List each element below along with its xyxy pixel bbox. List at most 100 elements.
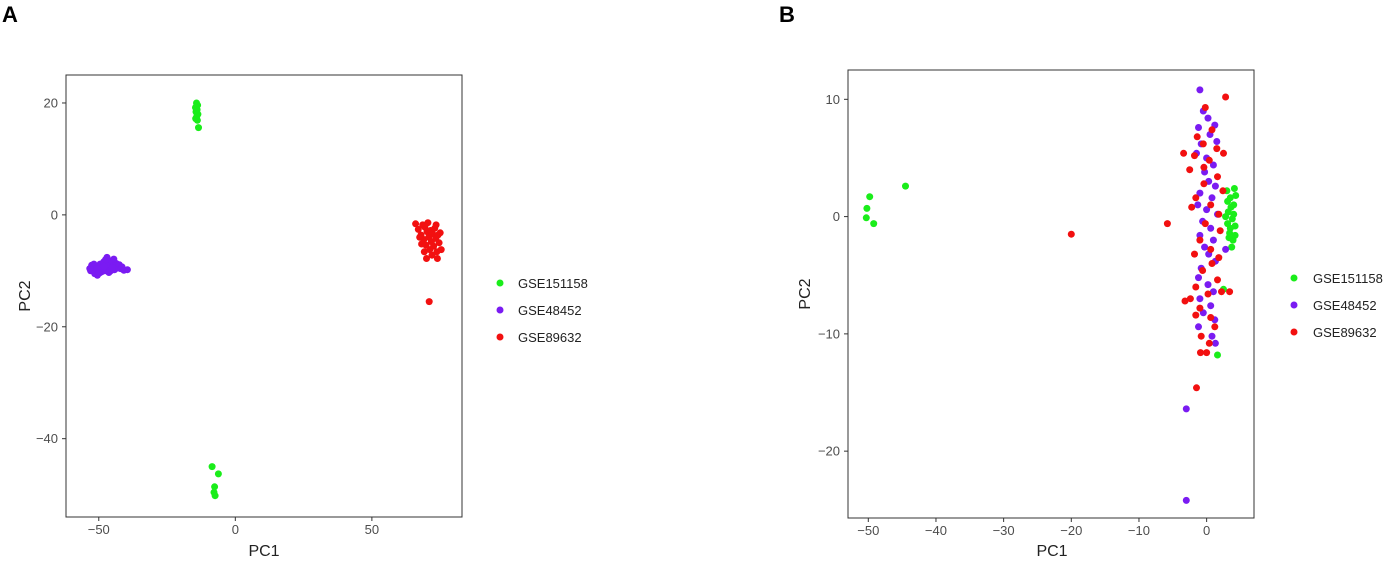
point-gse89632: [435, 239, 443, 247]
point-gse151158: [214, 470, 222, 478]
panel-b-legend: GSE151158 GSE48452 GSE89632: [1290, 271, 1383, 340]
point-gse48452: [1195, 124, 1202, 131]
point-gse89632: [1215, 210, 1223, 218]
point-gse89632: [1201, 104, 1209, 111]
point-gse89632: [436, 229, 444, 237]
legend-dot-gse48452: [1290, 301, 1298, 309]
point-gse48452: [1201, 243, 1209, 251]
point-gse151158: [193, 116, 201, 124]
point-gse89632: [1208, 260, 1216, 267]
point-gse48452: [1194, 201, 1202, 209]
panel-b-y-axis-title: PC2: [797, 278, 814, 309]
point-gse89632: [428, 251, 436, 259]
point-gse151158: [1214, 351, 1221, 359]
point-gse89632: [1218, 288, 1225, 296]
point-gse151158: [1222, 213, 1230, 221]
panel-a-x-axis-title: PC1: [248, 543, 279, 560]
point-gse89632: [1199, 140, 1207, 148]
point-gse89632: [1215, 254, 1223, 262]
point-gse48452: [86, 265, 94, 273]
point-gse48452: [1196, 86, 1204, 94]
point-gse151158: [1226, 224, 1234, 232]
point-gse151158: [1225, 234, 1233, 242]
point-gse89632: [1197, 349, 1204, 357]
point-gse89632: [430, 242, 438, 250]
legend-label-gse89632: GSE89632: [1313, 325, 1377, 340]
y-tick-label: 20: [44, 95, 58, 110]
y-tick-label: 0: [51, 207, 58, 222]
point-gse48452: [1208, 194, 1216, 202]
legend-dot-gse151158: [1290, 274, 1298, 282]
point-gse48452: [1207, 302, 1215, 310]
point-gse151158: [1224, 197, 1232, 205]
point-gse48452: [1213, 138, 1221, 145]
point-gse48452: [1182, 405, 1190, 413]
point-gse89632: [1226, 288, 1234, 296]
legend-dot-gse89632: [1290, 328, 1298, 336]
point-gse48452: [1211, 339, 1219, 347]
point-gse89632: [1207, 245, 1215, 253]
point-gse48452: [100, 262, 108, 270]
point-gse151158: [866, 193, 874, 201]
point-gse89632: [1067, 230, 1075, 238]
point-gse89632: [1197, 332, 1205, 340]
point-gse89632: [1201, 220, 1209, 228]
point-gse89632: [1211, 323, 1219, 331]
legend-dot-gse89632: [496, 333, 504, 341]
point-gse151158: [1231, 231, 1239, 239]
panel-b-x-ticks: −50 −40 −30 −20 −10 0: [857, 518, 1210, 538]
point-gse48452: [1203, 206, 1211, 214]
panel-b-points: [862, 86, 1240, 504]
point-gse89632: [1186, 295, 1194, 303]
point-gse151158: [1230, 185, 1238, 192]
point-gse89632: [1180, 149, 1188, 157]
point-gse89632: [412, 220, 420, 228]
legend-label-gse89632: GSE89632: [518, 330, 582, 345]
point-gse89632: [1213, 145, 1221, 153]
point-gse48452: [1204, 114, 1212, 122]
point-gse89632: [1181, 297, 1189, 305]
panel-b-y-ticks: 10 0 −10 −20: [818, 92, 848, 459]
x-tick-label: 0: [1203, 523, 1210, 538]
point-gse151158: [862, 214, 870, 222]
point-gse48452: [1209, 236, 1217, 244]
point-gse89632: [432, 221, 440, 229]
x-tick-label: 0: [232, 522, 239, 537]
x-tick-label: −50: [857, 523, 879, 538]
point-gse89632: [1203, 349, 1211, 357]
point-gse48452: [1182, 496, 1190, 504]
point-gse48452: [1211, 182, 1219, 190]
legend-label-gse151158: GSE151158: [518, 276, 588, 291]
panel-a-y-axis-title: PC2: [17, 280, 34, 311]
point-gse89632: [1216, 227, 1224, 235]
x-tick-label: −50: [88, 522, 110, 537]
x-tick-label: −40: [925, 523, 947, 538]
point-gse48452: [1208, 332, 1216, 340]
point-gse151158: [902, 182, 909, 190]
point-gse89632: [1192, 194, 1200, 202]
point-gse89632: [1222, 93, 1230, 101]
point-gse89632: [1186, 166, 1194, 174]
point-gse48452: [1195, 323, 1202, 331]
point-gse89632: [420, 248, 428, 256]
point-gse89632: [414, 225, 422, 233]
y-tick-label: 10: [826, 92, 840, 107]
point-gse151158: [1228, 243, 1236, 251]
x-tick-label: −30: [993, 523, 1015, 538]
point-gse48452: [105, 269, 113, 276]
point-gse151158: [208, 463, 216, 471]
point-gse89632: [1207, 201, 1215, 209]
point-gse89632: [1205, 339, 1213, 347]
point-gse89632: [1191, 250, 1198, 258]
point-gse89632: [1219, 187, 1227, 195]
panel-b-x-axis-title: PC1: [1036, 543, 1067, 560]
legend-label-gse48452: GSE48452: [518, 303, 582, 318]
point-gse89632: [1204, 290, 1212, 298]
point-gse89632: [1220, 149, 1227, 157]
point-gse151158: [870, 220, 878, 228]
point-gse151158: [863, 204, 871, 212]
point-gse48452: [95, 269, 103, 277]
point-gse48452: [1195, 274, 1202, 282]
point-gse89632: [1214, 276, 1221, 284]
